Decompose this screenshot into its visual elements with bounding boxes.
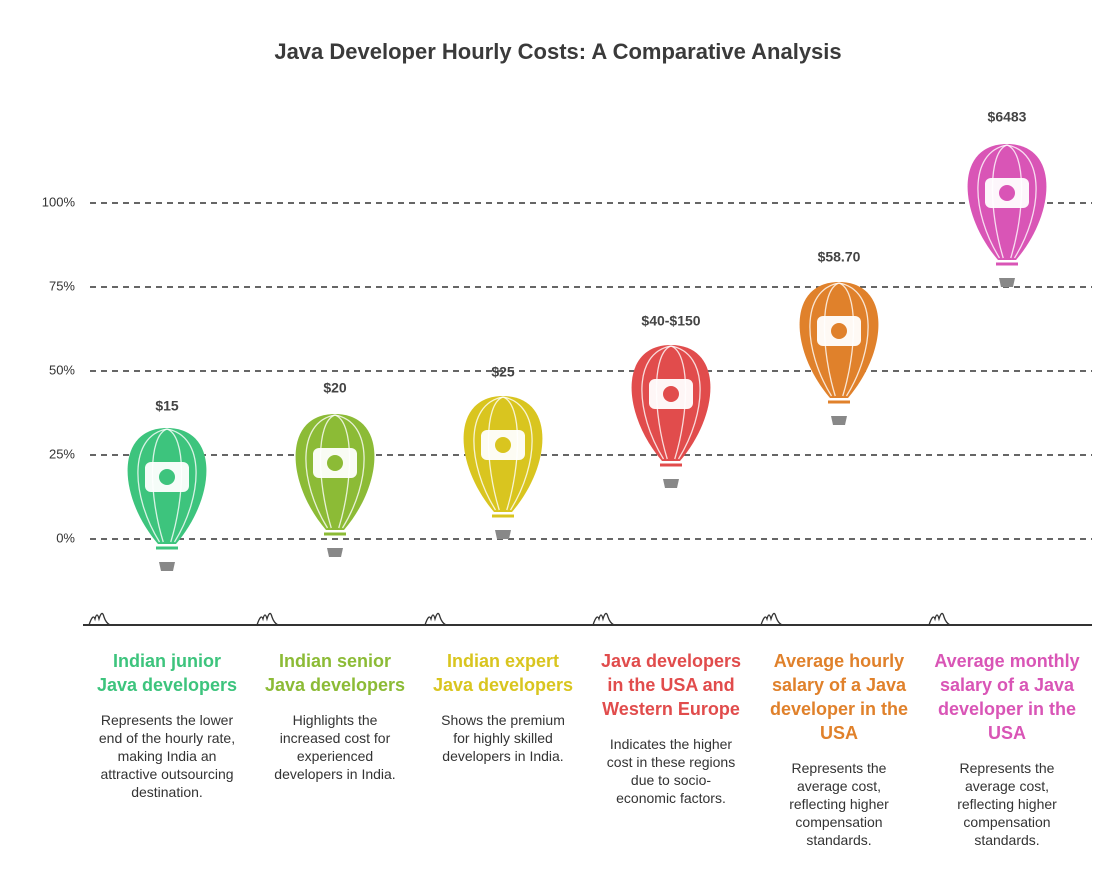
column-description: Shows the premium for highly skilled dev… — [441, 712, 565, 764]
axis-label: 25% — [49, 446, 75, 461]
balloon-stripe — [473, 396, 504, 511]
icon-dot — [495, 437, 511, 453]
icon-dot — [327, 455, 343, 471]
grass — [928, 612, 951, 626]
column-title: Indian senior Java developers — [264, 651, 406, 695]
column-text: Indian expert Java developers Shows the p… — [423, 649, 583, 765]
column-description: Represents the lower end of the hourly r… — [98, 712, 236, 800]
column-title: Java developers in the USA and Western E… — [600, 651, 742, 719]
icon-dot — [831, 323, 847, 339]
balloon-stripe — [641, 345, 672, 460]
balloon-stripe — [137, 428, 168, 543]
column-text: Average monthly salary of a Java develop… — [927, 649, 1087, 849]
grass — [760, 612, 783, 626]
balloon-stripe — [670, 345, 701, 460]
basket — [495, 530, 511, 539]
balloon-stripe — [977, 144, 1008, 259]
price-label: $25 — [491, 364, 515, 380]
basket — [663, 479, 679, 488]
column-title: Indian junior Java developers — [96, 651, 238, 695]
balloon-stripe — [838, 282, 869, 397]
icon-dot — [663, 386, 679, 402]
balloon-stripe — [809, 282, 840, 397]
column-description: Represents the average cost, reflecting … — [957, 760, 1057, 848]
column-title: Average hourly salary of a Java develope… — [769, 651, 909, 743]
grass — [424, 612, 447, 626]
balloon-stripe — [502, 396, 533, 511]
basket — [159, 562, 175, 571]
icon-dot — [999, 185, 1015, 201]
balloon-stripe — [334, 414, 365, 529]
balloon-stripe — [305, 414, 336, 529]
price-label: $20 — [323, 380, 347, 396]
axis-label: 0% — [56, 530, 75, 545]
title: Java Developer Hourly Costs: A Comparati… — [274, 39, 841, 64]
price-label: $58.70 — [818, 249, 861, 265]
column-description: Indicates the higher cost in these regio… — [606, 736, 736, 806]
grass — [88, 612, 111, 626]
axis-label: 50% — [49, 362, 75, 377]
icon-dot — [159, 469, 175, 485]
column-text: Average hourly salary of a Java develope… — [759, 649, 919, 849]
grass — [256, 612, 279, 626]
balloon-stripe — [166, 428, 197, 543]
basket — [999, 278, 1015, 287]
column-title: Indian expert Java developers — [432, 651, 574, 695]
price-label: $6483 — [988, 109, 1027, 125]
column-text: Java developers in the USA and Western E… — [591, 649, 751, 807]
price-label: $40-$150 — [641, 313, 700, 329]
price-label: $15 — [155, 398, 179, 414]
column-description: Represents the average cost, reflecting … — [789, 760, 889, 848]
column-text: Indian junior Java developers Represents … — [87, 649, 247, 801]
balloon-stripe — [1006, 144, 1037, 259]
column-description: Highlights the increased cost for experi… — [274, 712, 396, 782]
axis-label: 100% — [42, 194, 76, 209]
basket — [831, 416, 847, 425]
grass — [592, 612, 615, 626]
column-text: Indian senior Java developers Highlights … — [255, 649, 415, 783]
column-title: Average monthly salary of a Java develop… — [934, 651, 1080, 743]
axis-label: 75% — [49, 278, 75, 293]
basket — [327, 548, 343, 557]
